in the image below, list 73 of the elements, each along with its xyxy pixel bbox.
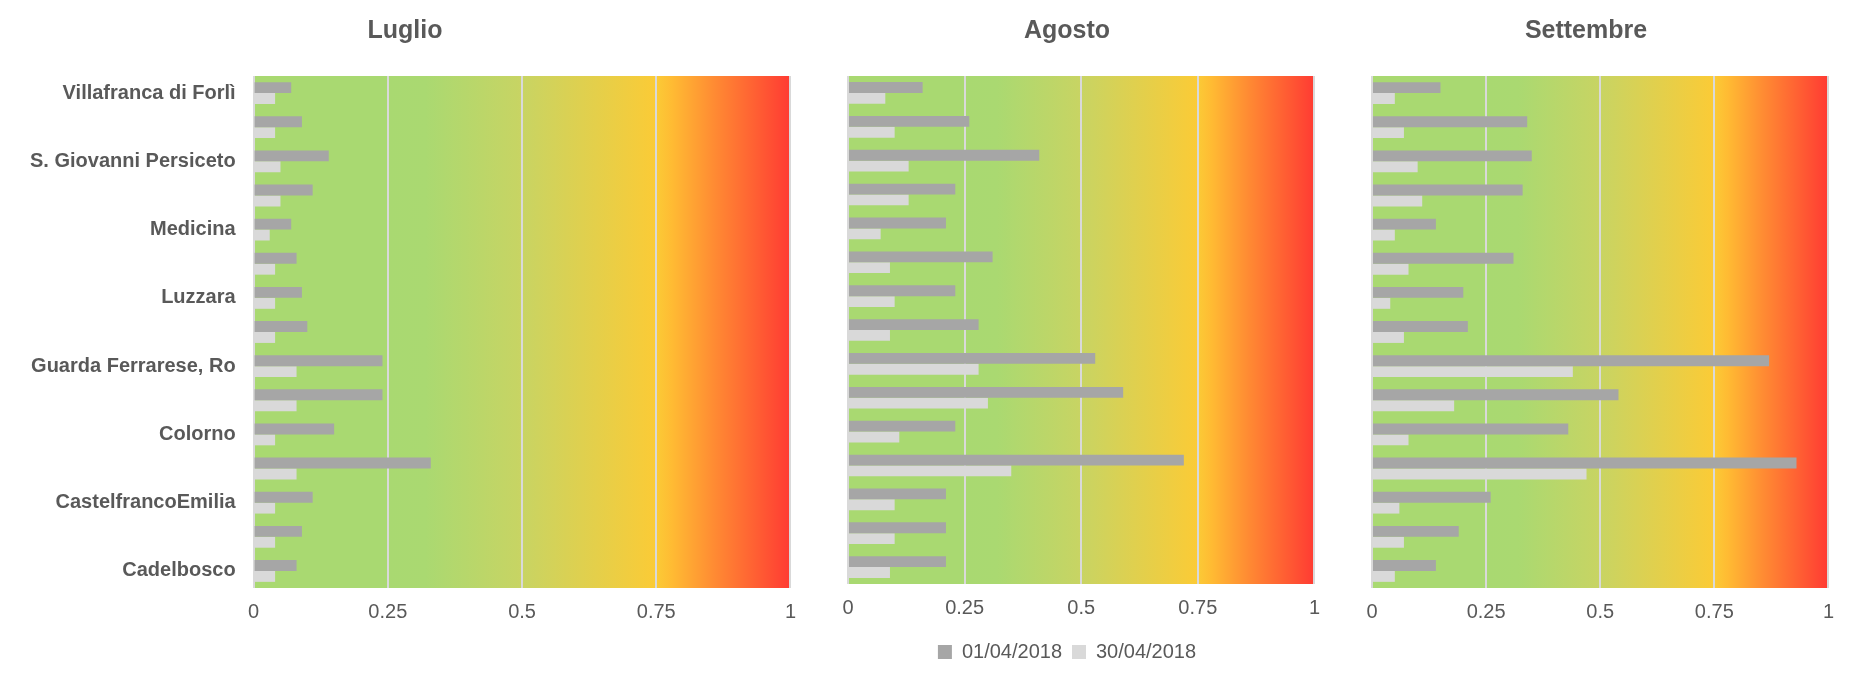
bar — [1373, 321, 1468, 332]
bar — [849, 115, 970, 127]
x-tick-label: 0 — [1366, 599, 1378, 622]
bar — [849, 183, 956, 195]
y-tick-label: S. Giovanni Persiceto — [30, 148, 236, 171]
x-tick-label: 0.5 — [1586, 599, 1615, 622]
x-tick-label: 1 — [1822, 599, 1834, 622]
bar — [849, 251, 993, 263]
x-tick-label: 0.75 — [1694, 599, 1734, 622]
bar — [254, 560, 297, 571]
bar — [849, 82, 923, 93]
bar — [849, 556, 946, 568]
bar — [849, 488, 946, 500]
bar — [254, 355, 383, 367]
bar — [849, 285, 956, 297]
x-tick-label: 1 — [784, 599, 796, 622]
bar — [1373, 116, 1528, 128]
x-tick-label: 0.75 — [1178, 595, 1218, 618]
y-tick-label: Guarda Ferrarese, Ro — [31, 353, 236, 376]
bar — [1373, 389, 1619, 401]
bar — [1373, 560, 1436, 571]
y-tick-label: Cadelbosco — [122, 558, 236, 581]
legend-label: 01/04/2018 — [961, 639, 1063, 662]
bar — [1373, 184, 1523, 196]
bar — [254, 321, 308, 332]
x-tick-label: 0.25 — [1466, 599, 1506, 622]
bar — [849, 319, 979, 330]
x-tick-label: 0 — [842, 595, 854, 618]
bar — [849, 420, 956, 432]
x-tick-label: 0.5 — [508, 599, 536, 622]
bar — [849, 217, 946, 229]
bar — [849, 353, 1096, 364]
bar — [254, 491, 313, 503]
bar — [849, 149, 1040, 161]
bar — [1373, 150, 1532, 162]
x-tick-label: 0.25 — [368, 599, 408, 622]
bar — [254, 525, 302, 537]
bar — [254, 150, 329, 162]
x-tick-label: 1 — [1308, 595, 1320, 618]
chart-title: Agosto — [1023, 14, 1111, 43]
bar — [1373, 525, 1459, 537]
bar — [1373, 82, 1441, 94]
bar — [849, 454, 1184, 466]
y-tick-label: Colorno — [158, 421, 236, 444]
bar — [254, 252, 297, 264]
bar — [254, 286, 302, 298]
chart-title: Luglio — [367, 14, 443, 43]
legend-label: 30/04/2018 — [1096, 639, 1197, 662]
bar — [1373, 457, 1797, 469]
bar — [254, 116, 302, 128]
bar — [1373, 355, 1770, 367]
chart-title: Settembre — [1524, 14, 1648, 43]
bar — [1373, 491, 1491, 503]
bar — [254, 218, 292, 230]
bar — [254, 423, 335, 435]
x-tick-label: 0.75 — [636, 599, 676, 622]
bar — [849, 386, 1124, 398]
y-tick-label: Luzzara — [161, 285, 237, 308]
bar — [254, 389, 383, 401]
bar — [254, 82, 292, 94]
x-tick-label: 0.5 — [1067, 595, 1096, 618]
y-tick-label: Medicina — [150, 217, 237, 240]
bar — [254, 457, 431, 469]
y-tick-label: CastelfrancoEmilia — [55, 490, 237, 513]
x-tick-label: 0.25 — [945, 595, 985, 618]
bar — [1373, 252, 1514, 264]
x-tick-label: 0 — [248, 599, 260, 622]
bar — [1373, 218, 1436, 230]
bar — [1373, 286, 1464, 298]
bar — [1373, 423, 1569, 435]
y-tick-label: Villafranca di Forlì — [62, 80, 236, 103]
bar — [254, 184, 313, 196]
bar — [849, 522, 946, 534]
